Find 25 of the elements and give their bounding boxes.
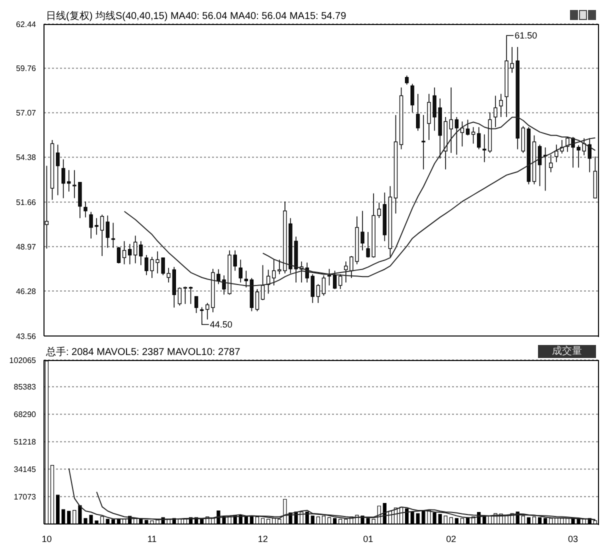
y-tick-label: 51218 — [14, 438, 37, 447]
chart-title: 总手: 2084 MAVOL5: 2387 MAVOL10: 2787 — [46, 346, 240, 359]
y-tick-label: 62.44 — [16, 20, 37, 29]
y-tick-label: 57.07 — [16, 108, 37, 118]
y-tick-label: 51.66 — [16, 198, 37, 207]
y-tick-label: 17073 — [14, 492, 37, 502]
y-tick-label: 46.28 — [16, 286, 37, 296]
chart-title: 日线(复权) 均线S(40,40,15) MA40: 56.04 MA40: 56.04 MA15: 54.79 — [46, 10, 346, 23]
y-tick-label: 59.76 — [16, 64, 37, 74]
annotation: 44.50 — [210, 319, 232, 330]
y-tick-label: 68290 — [14, 410, 37, 420]
y-tick-label: 85383 — [14, 382, 37, 392]
y-tick-label: 54.38 — [16, 153, 37, 162]
y-tick-label: 102065 — [9, 356, 37, 365]
x-tick-label: 03 — [568, 534, 578, 544]
annotation: 61.50 — [514, 30, 538, 41]
x-tick-label: 02 — [446, 534, 456, 544]
x-tick-label: 11 — [147, 534, 157, 544]
y-tick-label: 48.97 — [16, 242, 37, 252]
y-tick-label: 43.56 — [16, 332, 37, 341]
y-tick-label: 34145 — [14, 464, 37, 474]
tab-button: 成交量 — [538, 345, 596, 358]
x-tick-label: 12 — [258, 534, 268, 544]
x-tick-label: 01 — [363, 534, 374, 544]
x-tick-label: 10 — [42, 534, 52, 544]
